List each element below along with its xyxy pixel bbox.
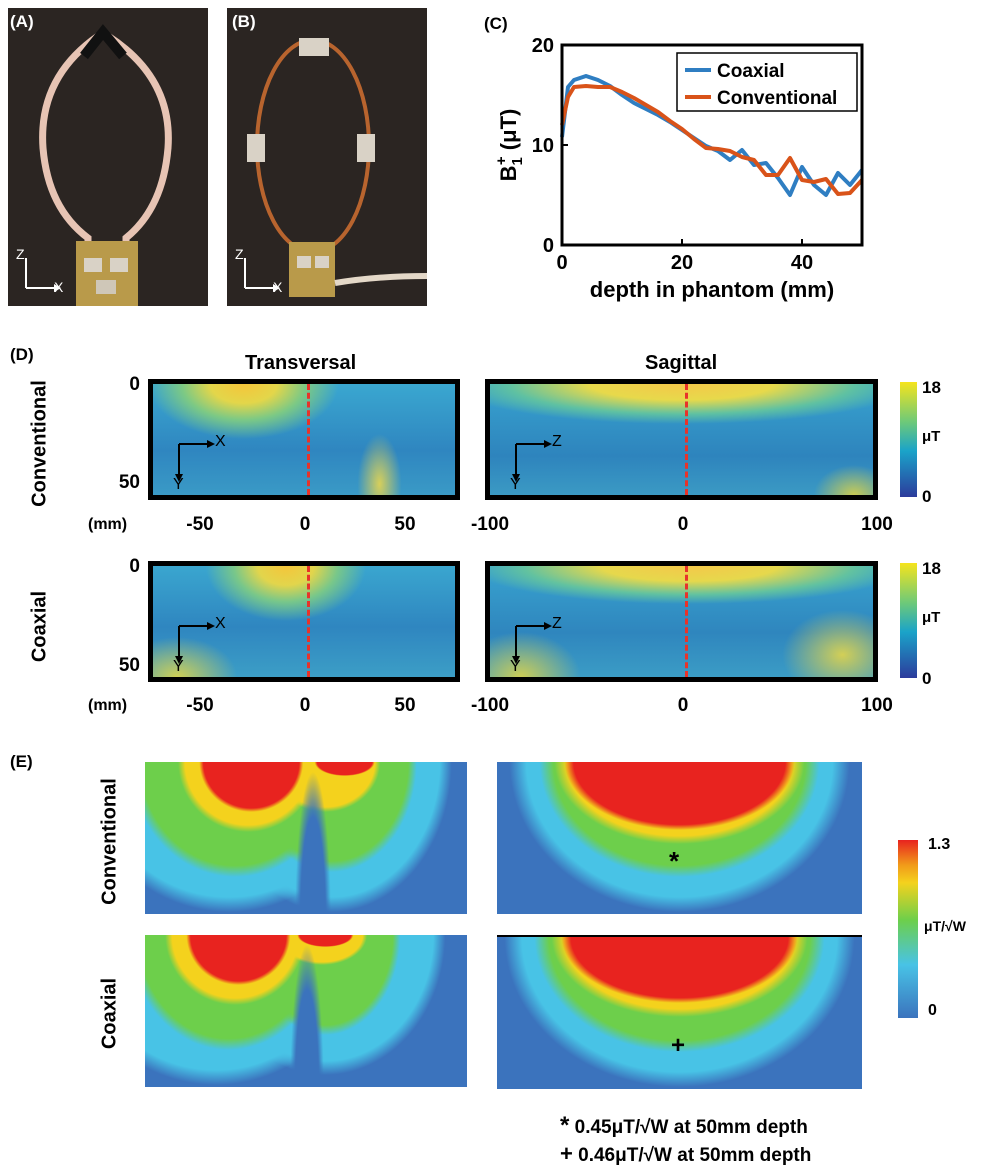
d2-sag-v-label: Y: [510, 658, 521, 675]
ytick-label-20: 20: [532, 35, 554, 57]
d1-ytick-50: 50: [118, 472, 140, 493]
d2-trans-xtick-0: 0: [299, 695, 311, 716]
d2-trans-xtick-50: 50: [394, 695, 416, 716]
map-transversal-coaxial: X Y: [148, 561, 460, 682]
d1-trans-center-line: [307, 384, 310, 495]
panel-b-label: (B): [232, 12, 256, 31]
coaxial-coil-drawing: [39, 24, 172, 306]
e-note-plus: + 0.46μT/√W at 50mm depth: [560, 1141, 812, 1166]
e-row-label-conventional: Conventional: [98, 778, 121, 905]
map-transversal-conventional: X Y: [148, 379, 460, 500]
e-row-label-coaxial: Coaxial: [98, 977, 121, 1050]
d1-unit-label: (mm): [88, 516, 128, 533]
conventional-coil-drawing: [247, 38, 427, 297]
e-cbar-min: 0: [928, 1002, 937, 1019]
photo-coaxial-coil: Z X: [8, 8, 208, 306]
legend-label-coaxial: Coaxial: [717, 61, 785, 82]
d1-ytick-0: 0: [129, 374, 140, 395]
photo-a-x-label: X: [54, 279, 64, 295]
d1-sag-xtick-neg100: -100: [470, 514, 510, 535]
d2-sag-xtick-0: 0: [677, 695, 689, 716]
d1-sag-axes: Z Y: [508, 433, 568, 493]
d2-ytick-0: 0: [129, 556, 140, 577]
col-title-transversal: Transversal: [245, 352, 357, 374]
panel-a-label: (A): [10, 12, 34, 31]
x-axis-label: depth in phantom (mm): [590, 277, 834, 302]
xtick-label-40: 40: [791, 252, 813, 274]
e-colorbar: [898, 840, 918, 1018]
d1-sag-center-line: [685, 384, 688, 495]
photo-a-z-label: Z: [16, 246, 25, 262]
d2-trans-axes: X Y: [171, 615, 231, 675]
d2-cbar-max: 18: [922, 559, 941, 578]
d1-sag-v-label: Y: [510, 476, 521, 493]
map-sagittal-conventional: Z Y: [485, 379, 878, 500]
ytick-label-0: 0: [543, 235, 554, 257]
e-note-star: * 0.45μT/√W at 50mm depth: [560, 1112, 808, 1139]
e-map-sagittal-coaxial: +: [497, 935, 862, 1089]
d2-sag-h-label: Z: [552, 615, 562, 632]
d2-sag-axes: Z Y: [508, 615, 568, 675]
e-map-transversal-conventional: [145, 762, 467, 914]
xtick-label-0: 0: [556, 252, 567, 274]
d1-sag-xtick-0: 0: [677, 514, 689, 535]
y-axis-label: B1+ (μT): [493, 109, 526, 182]
d1-trans-h-label: X: [215, 433, 226, 450]
panel-e-label: (E): [10, 752, 33, 771]
d1-trans-v-label: Y: [173, 476, 184, 493]
d-row-label-conventional: Conventional: [28, 380, 51, 507]
d2-trans-xtick-neg50: -50: [186, 695, 214, 716]
panel-d-label: (D): [10, 345, 34, 364]
line-chart-b1-vs-depth: 0 10 20 0 20 40 depth in phantom (mm) B1+ (μT) C…: [493, 35, 864, 302]
e-marker-star: *: [669, 846, 680, 876]
d1-trans-xtick-neg50: -50: [186, 514, 214, 535]
d1-cbar-max: 18: [922, 378, 941, 397]
photo-conventional-coil: Z X: [227, 8, 427, 306]
d1-trans-xtick-0: 0: [299, 514, 311, 535]
d1-cbar-min: 0: [922, 487, 932, 506]
legend-box: [676, 52, 858, 112]
photo-b-x-label: X: [273, 279, 283, 295]
d2-cbar-min: 0: [922, 669, 932, 688]
d1-colorbar: [900, 382, 917, 497]
d-row-label-coaxial: Coaxial: [28, 590, 51, 663]
e-cbar-max: 1.3: [928, 836, 951, 853]
d2-unit-label: (mm): [88, 697, 128, 714]
d1-sag-h-label: Z: [552, 433, 562, 450]
e-marker-plus: +: [671, 1032, 686, 1059]
d2-trans-center-line: [307, 566, 310, 677]
map-sagittal-coaxial: Z Y: [485, 561, 878, 682]
photo-b-axes: Z X: [233, 246, 283, 298]
photo-b-z-label: Z: [235, 246, 244, 262]
legend-label-conventional: Conventional: [717, 88, 837, 109]
d1-trans-axes: X Y: [171, 433, 231, 493]
series-line-conventional: [560, 84, 864, 196]
d2-colorbar: [900, 563, 917, 678]
d2-trans-v-label: Y: [173, 658, 184, 675]
xtick-label-20: 20: [671, 252, 693, 274]
e-cbar-unit: μT/√W: [924, 918, 966, 934]
d2-sag-center-line: [685, 566, 688, 677]
d2-trans-h-label: X: [215, 615, 226, 632]
ytick-label-10: 10: [532, 135, 554, 157]
e-map-transversal-coaxial: [145, 935, 467, 1087]
panel-c-label: (C): [484, 14, 508, 33]
d2-ytick-50: 50: [118, 655, 140, 676]
e-map-sagittal-conventional: *: [497, 762, 862, 914]
photo-a-axes: Z X: [14, 246, 64, 298]
d1-cbar-unit: μT: [922, 428, 941, 445]
d2-sag-xtick-100: 100: [861, 695, 893, 716]
d2-sag-xtick-neg100: -100: [470, 695, 510, 716]
d1-sag-xtick-100: 100: [861, 514, 893, 535]
d1-trans-xtick-50: 50: [394, 514, 416, 535]
d2-cbar-unit: μT: [922, 609, 941, 626]
col-title-sagittal: Sagittal: [645, 352, 718, 374]
